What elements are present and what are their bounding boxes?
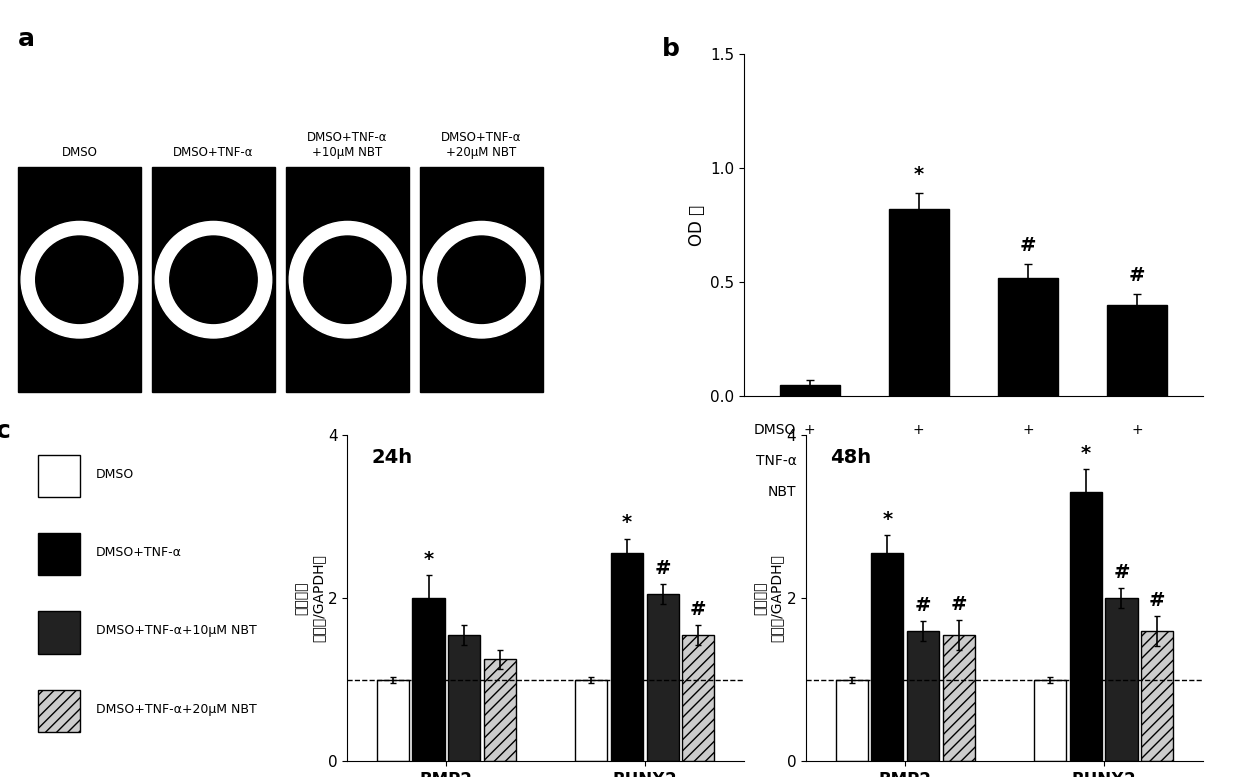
Text: #: # (1114, 563, 1130, 582)
Text: *: * (424, 550, 434, 569)
Text: -: - (916, 485, 921, 499)
Bar (1141, 631, 1173, 761)
Bar (646, 594, 678, 761)
Bar (38, 455, 81, 497)
Text: +: + (1131, 423, 1143, 437)
Bar (872, 553, 904, 761)
Text: +: + (1022, 423, 1034, 437)
Bar (942, 635, 975, 761)
Text: c: c (0, 419, 11, 443)
Bar (19, 167, 140, 392)
Ellipse shape (289, 221, 405, 338)
Bar (998, 277, 1058, 396)
Ellipse shape (21, 221, 138, 338)
Bar (906, 631, 939, 761)
Text: DMSO+TNF-α+10μM NBT: DMSO+TNF-α+10μM NBT (97, 625, 257, 637)
Bar (1107, 305, 1167, 396)
Text: #: # (951, 594, 967, 614)
Text: DMSO+TNF-α: DMSO+TNF-α (97, 546, 182, 559)
Bar (575, 680, 608, 761)
Bar (780, 385, 839, 396)
Ellipse shape (304, 236, 391, 323)
Ellipse shape (155, 221, 272, 338)
Text: *: * (914, 166, 924, 184)
Text: DMSO+TNF-α
+10μM NBT: DMSO+TNF-α +10μM NBT (308, 131, 388, 159)
Ellipse shape (423, 221, 539, 338)
Text: NBT: NBT (768, 485, 796, 499)
Text: b: b (661, 37, 680, 61)
Text: *: * (1081, 444, 1091, 463)
Bar (38, 533, 81, 576)
Text: *: * (622, 513, 632, 532)
Bar (1034, 680, 1066, 761)
Text: DMSO: DMSO (97, 468, 134, 481)
Text: DMSO: DMSO (62, 146, 98, 159)
Text: #: # (1128, 266, 1146, 284)
Text: +: + (1022, 485, 1034, 499)
Text: DMSO+TNF-α
+20μM NBT: DMSO+TNF-α +20μM NBT (441, 131, 522, 159)
Text: DMSO+TNF-α+20μM NBT: DMSO+TNF-α+20μM NBT (97, 702, 257, 716)
Bar (38, 611, 81, 653)
Text: +: + (913, 455, 925, 469)
Bar (38, 690, 81, 732)
Text: 48h: 48h (830, 448, 870, 467)
Text: 10   20 μM: 10 20 μM (1047, 543, 1120, 557)
Text: #: # (1149, 591, 1166, 610)
Bar (1070, 493, 1102, 761)
Text: a: a (19, 27, 35, 51)
Text: +: + (1131, 485, 1143, 499)
Bar (682, 635, 714, 761)
Text: DMSO+TNF-α: DMSO+TNF-α (174, 146, 254, 159)
Y-axis label: 倍数改变
（靶标/GAPDH）: 倍数改变 （靶标/GAPDH） (295, 554, 325, 643)
Text: +: + (913, 423, 925, 437)
Bar (448, 635, 480, 761)
Text: #: # (655, 559, 671, 578)
Y-axis label: 倍数改变
（靶标/GAPDH）: 倍数改变 （靶标/GAPDH） (754, 554, 784, 643)
Bar (611, 553, 644, 761)
Bar (153, 167, 274, 392)
Bar (420, 167, 543, 392)
Bar (1105, 598, 1137, 761)
Y-axis label: OD 值: OD 值 (688, 205, 706, 246)
Text: #: # (1019, 236, 1037, 255)
Bar (484, 660, 516, 761)
Text: +: + (804, 423, 816, 437)
Text: +: + (1131, 455, 1143, 469)
Text: +: + (1022, 455, 1034, 469)
Ellipse shape (36, 236, 123, 323)
Ellipse shape (438, 236, 526, 323)
Bar (377, 680, 409, 761)
Text: #: # (691, 600, 707, 618)
Text: 24h: 24h (371, 448, 412, 467)
Text: TNF-α: TNF-α (755, 455, 796, 469)
Text: -: - (807, 485, 812, 499)
Text: DMSO: DMSO (754, 423, 796, 437)
Bar (836, 680, 868, 761)
Text: #: # (915, 596, 931, 615)
Text: *: * (883, 510, 893, 529)
Ellipse shape (170, 236, 257, 323)
Text: -: - (807, 455, 812, 469)
Bar (413, 598, 445, 761)
Bar (286, 167, 409, 392)
Bar (889, 209, 949, 396)
